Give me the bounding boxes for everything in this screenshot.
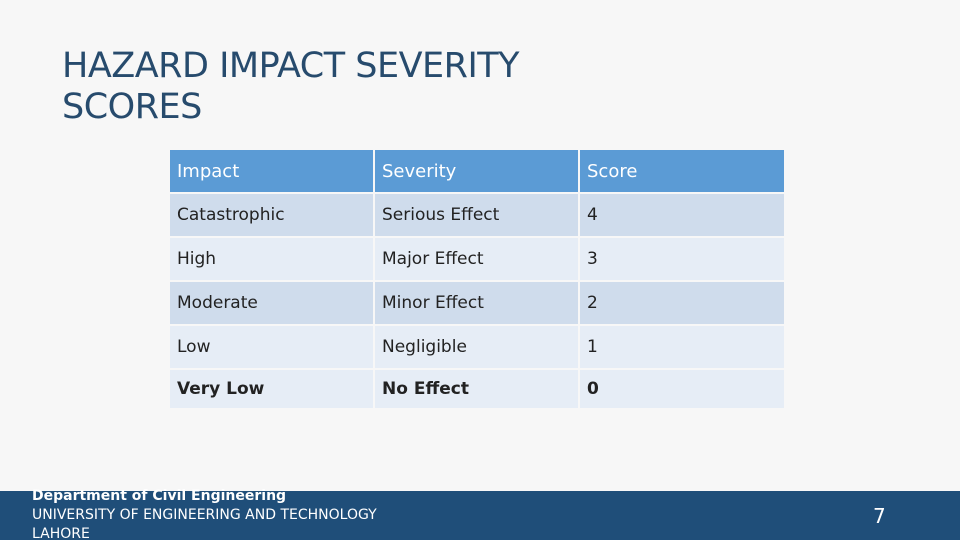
- table-row: Catastrophic Serious Effect 4: [170, 194, 784, 236]
- cell-impact: Low: [170, 326, 373, 368]
- cell-severity: Negligible: [375, 326, 578, 368]
- severity-score-table: Impact Severity Score Catastrophic Serio…: [168, 148, 786, 410]
- table-row: Very Low No Effect 0: [170, 370, 784, 408]
- cell-impact: High: [170, 238, 373, 280]
- table-header-row: Impact Severity Score: [170, 150, 784, 192]
- slide-title: HAZARD IMPACT SEVERITY SCORES: [62, 46, 520, 127]
- cell-severity: No Effect: [375, 370, 578, 408]
- column-header-score: Score: [580, 150, 784, 192]
- footer-bar: [0, 491, 960, 540]
- column-header-severity: Severity: [375, 150, 578, 192]
- cell-impact: Moderate: [170, 282, 373, 324]
- footer-institution: Department of Civil Engineering UNIVERSI…: [32, 488, 377, 540]
- cell-impact: Very Low: [170, 370, 373, 408]
- cell-score: 0: [580, 370, 784, 408]
- cell-severity: Minor Effect: [375, 282, 578, 324]
- table-row: High Major Effect 3: [170, 238, 784, 280]
- footer-city: LAHORE: [32, 526, 90, 540]
- cell-severity: Serious Effect: [375, 194, 578, 236]
- cell-severity: Major Effect: [375, 238, 578, 280]
- footer-university: UNIVERSITY OF ENGINEERING AND TECHNOLOGY: [32, 507, 377, 523]
- cell-score: 2: [580, 282, 784, 324]
- table-row: Low Negligible 1: [170, 326, 784, 368]
- cell-impact: Catastrophic: [170, 194, 373, 236]
- page-number: 7: [873, 504, 886, 528]
- column-header-impact: Impact: [170, 150, 373, 192]
- cell-score: 3: [580, 238, 784, 280]
- cell-score: 1: [580, 326, 784, 368]
- table-row: Moderate Minor Effect 2: [170, 282, 784, 324]
- cell-score: 4: [580, 194, 784, 236]
- footer-department: Department of Civil Engineering: [32, 488, 287, 504]
